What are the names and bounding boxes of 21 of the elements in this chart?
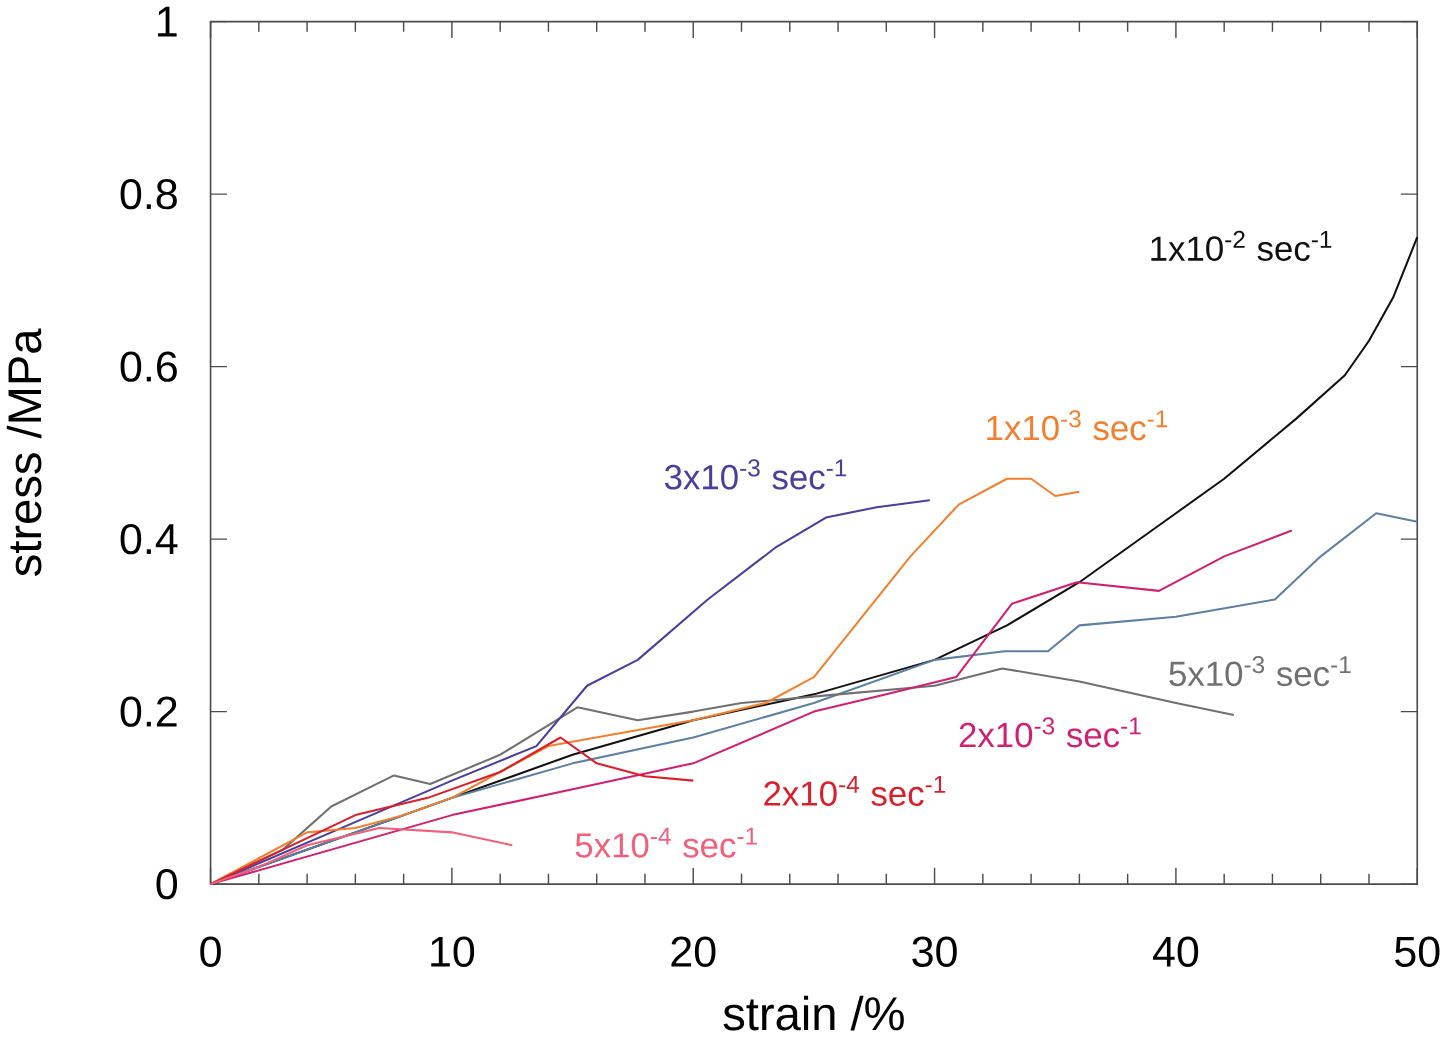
y-tick-label: 0.2 xyxy=(120,696,177,727)
series-label: 5x10$^{-4}$ sec$^{-1}$ xyxy=(575,827,757,858)
y-tick-label: 0.4 xyxy=(120,523,178,555)
x-tick-label: 10 xyxy=(431,936,475,967)
series-label: 3x10$^{-3}$ sec$^{-1}$ xyxy=(664,459,847,490)
x-tick-label: 0 xyxy=(200,936,221,967)
y-tick-label: 0.8 xyxy=(120,178,177,210)
series-label: 2x10$^{-3}$ sec$^{-1}$ xyxy=(959,717,1141,748)
y-tick-label: 1 xyxy=(158,6,177,37)
y-tick-label: 0 xyxy=(156,868,178,900)
x-tick-label: 40 xyxy=(1152,936,1199,967)
y-tick-label: 0.6 xyxy=(120,351,177,382)
x-tick-label: 20 xyxy=(671,936,716,967)
y-axis-title: stress /MPa xyxy=(6,328,42,576)
series-label: 1x10$^{-3}$ sec$^{-1}$ xyxy=(987,409,1168,441)
x-axis-title: strain /% xyxy=(723,995,904,1031)
text: 2x10$^{-4}$ sec$^{-1}$ xyxy=(764,775,946,806)
series-label: 5x10$^{-3}$ sec$^{-1}$ xyxy=(1169,655,1351,687)
x-tick-label: 50 xyxy=(1395,936,1440,967)
x-tick-label: 30 xyxy=(912,936,957,967)
text: 1x10$^{-2}$ sec$^{-1}$ xyxy=(1151,230,1332,261)
